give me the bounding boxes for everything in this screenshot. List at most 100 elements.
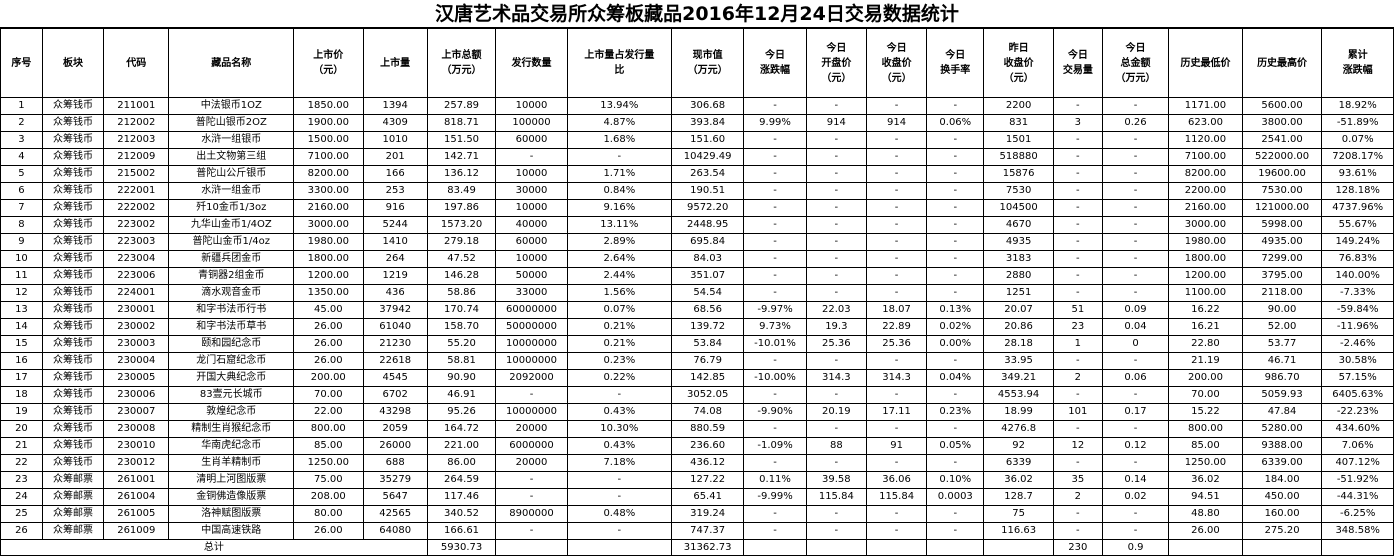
table-cell[interactable]: 3052.05 (670, 386, 745, 404)
table-cell[interactable]: 精制生肖猴纪念币 (168, 420, 295, 438)
table-cell[interactable]: 0.02% (926, 318, 985, 336)
table-cell[interactable]: 36.02 (1168, 471, 1243, 489)
table-cell[interactable]: - (926, 131, 985, 149)
table-cell[interactable]: 众筹邮票 (41, 505, 105, 523)
table-cell[interactable]: 83.49 (426, 182, 497, 200)
table-cell[interactable]: 1900.00 (293, 114, 364, 132)
table-cell[interactable]: 22.03 (805, 301, 867, 319)
table-cell[interactable]: - (1052, 199, 1103, 217)
table-cell[interactable]: 3000.00 (293, 216, 364, 234)
table-cell[interactable]: 众筹钱币 (41, 131, 105, 149)
table-cell[interactable]: 16.22 (1168, 301, 1243, 319)
table-cell[interactable]: 23 (0, 471, 43, 489)
table-cell[interactable]: 2448.95 (670, 216, 745, 234)
table-cell[interactable]: 颐和园纪念币 (168, 335, 295, 353)
table-cell[interactable]: -7.33% (1321, 284, 1394, 302)
table-cell[interactable]: - (743, 386, 807, 404)
table-cell[interactable]: 319.24 (670, 505, 745, 523)
table-cell[interactable]: - (1101, 352, 1170, 370)
table-cell[interactable]: - (495, 488, 568, 506)
table-cell[interactable]: 21 (0, 437, 43, 455)
table-cell[interactable]: 70.00 (1168, 386, 1243, 404)
table-cell[interactable]: 开国大典纪念币 (168, 369, 295, 387)
table-cell[interactable]: 90.90 (426, 369, 497, 387)
table-cell[interactable]: 10000 (495, 97, 568, 115)
table-cell[interactable]: 348.58% (1321, 522, 1394, 540)
table-row[interactable]: 25 众筹邮票 261005 洛神赋图版票 80.00 42565 340.52 890000… (0, 505, 1394, 523)
table-row[interactable]: 24 众筹邮票 261004 金铜佛造像版票 208.00 5647 117.46- -65.… (0, 488, 1394, 506)
table-cell[interactable]: - (743, 284, 807, 302)
table-cell[interactable]: 18.99 (983, 403, 1054, 421)
table-cell[interactable]: 0.23% (566, 352, 672, 370)
table-cell[interactable]: 52.00 (1241, 318, 1323, 336)
table-cell[interactable]: 93.61% (1321, 165, 1394, 183)
table-cell[interactable]: 9.73% (743, 318, 807, 336)
table-cell[interactable]: 0.23% (926, 403, 985, 421)
table-cell[interactable]: 264 (362, 250, 428, 268)
table-cell[interactable]: 众筹钱币 (41, 165, 105, 183)
table-cell[interactable]: 0.17 (1101, 403, 1170, 421)
table-cell[interactable]: 264.59 (426, 471, 497, 489)
table-cell[interactable]: 0.11% (743, 471, 807, 489)
table-row[interactable]: 9 众筹钱币 223003 普陀山金币1/4oz 1980.00 1410 279.18 60… (0, 233, 1394, 251)
table-cell[interactable]: 4.87% (566, 114, 672, 132)
table-cell[interactable]: 54.54 (670, 284, 745, 302)
table-cell[interactable]: 3300.00 (293, 182, 364, 200)
table-cell[interactable]: 7208.17% (1321, 148, 1394, 166)
table-cell[interactable]: - (865, 131, 928, 149)
table-cell[interactable]: - (865, 165, 928, 183)
table-cell[interactable]: 1100.00 (1168, 284, 1243, 302)
table-cell[interactable]: - (1101, 250, 1170, 268)
table-cell[interactable]: - (926, 233, 985, 251)
table-cell[interactable]: 7.06% (1321, 437, 1394, 455)
table-cell[interactable]: - (743, 216, 807, 234)
table-cell[interactable]: 25.36 (805, 335, 867, 353)
table-cell[interactable]: 8 (0, 216, 43, 234)
table-cell[interactable]: 0.22% (566, 369, 672, 387)
table-cell[interactable]: 10000000 (495, 403, 568, 421)
table-cell[interactable]: 九华山金币1/4OZ (168, 216, 295, 234)
table-cell[interactable]: 230010 (103, 437, 170, 455)
table-cell[interactable]: 众筹钱币 (41, 386, 105, 404)
table-cell[interactable]: 83壹元长城币 (168, 386, 295, 404)
table-cell[interactable]: 60000 (495, 233, 568, 251)
table-cell[interactable]: 2160.00 (293, 199, 364, 217)
table-cell[interactable]: 60000000 (495, 301, 568, 319)
table-cell[interactable]: 0 (1101, 335, 1170, 353)
table-cell[interactable]: - (805, 216, 867, 234)
table-cell[interactable]: - (865, 148, 928, 166)
table-row[interactable]: 11 众筹钱币 223006 青铜器2组金币 1200.00 1219 146.28 5000… (0, 267, 1394, 285)
table-cell[interactable]: 166.61 (426, 522, 497, 540)
table-cell[interactable]: 223002 (103, 216, 170, 234)
table-cell[interactable]: 0.04% (926, 369, 985, 387)
table-cell[interactable]: 7530.00 (1241, 182, 1323, 200)
table-cell[interactable]: 1.56% (566, 284, 672, 302)
table-cell[interactable]: - (805, 182, 867, 200)
table-cell[interactable]: 140.00% (1321, 267, 1394, 285)
table-row[interactable]: 7 众筹钱币 222002 歼10金币1/3oz 2160.00 916 197.86 100… (0, 199, 1394, 217)
table-cell[interactable]: 261005 (103, 505, 170, 523)
table-cell[interactable]: - (1052, 233, 1103, 251)
table-cell[interactable]: 275.20 (1241, 522, 1323, 540)
table-cell[interactable]: 522000.00 (1241, 148, 1323, 166)
table-cell[interactable]: -9.90% (743, 403, 807, 421)
table-cell[interactable]: 57.15% (1321, 369, 1394, 387)
table-cell[interactable]: 261001 (103, 471, 170, 489)
table-row[interactable]: 4 众筹钱币 212009 出土文物第三组 7100.00 201 142.71- -1042… (0, 148, 1394, 166)
table-cell[interactable]: 5998.00 (1241, 216, 1323, 234)
table-cell[interactable]: 60000 (495, 131, 568, 149)
table-cell[interactable]: 12 (0, 284, 43, 302)
table-cell[interactable]: - (1052, 97, 1103, 115)
table-cell[interactable]: 115.84 (805, 488, 867, 506)
table-cell[interactable]: - (1101, 165, 1170, 183)
table-cell[interactable]: 众筹钱币 (41, 437, 105, 455)
table-cell[interactable]: - (1101, 233, 1170, 251)
table-cell[interactable]: - (805, 250, 867, 268)
table-cell[interactable]: - (1101, 284, 1170, 302)
table-cell[interactable]: 6 (0, 182, 43, 200)
table-cell[interactable]: 7.18% (566, 454, 672, 472)
table-cell[interactable]: 142.71 (426, 148, 497, 166)
table-cell[interactable]: 0.84% (566, 182, 672, 200)
table-cell[interactable]: 众筹钱币 (41, 318, 105, 336)
table-cell[interactable]: - (926, 420, 985, 438)
